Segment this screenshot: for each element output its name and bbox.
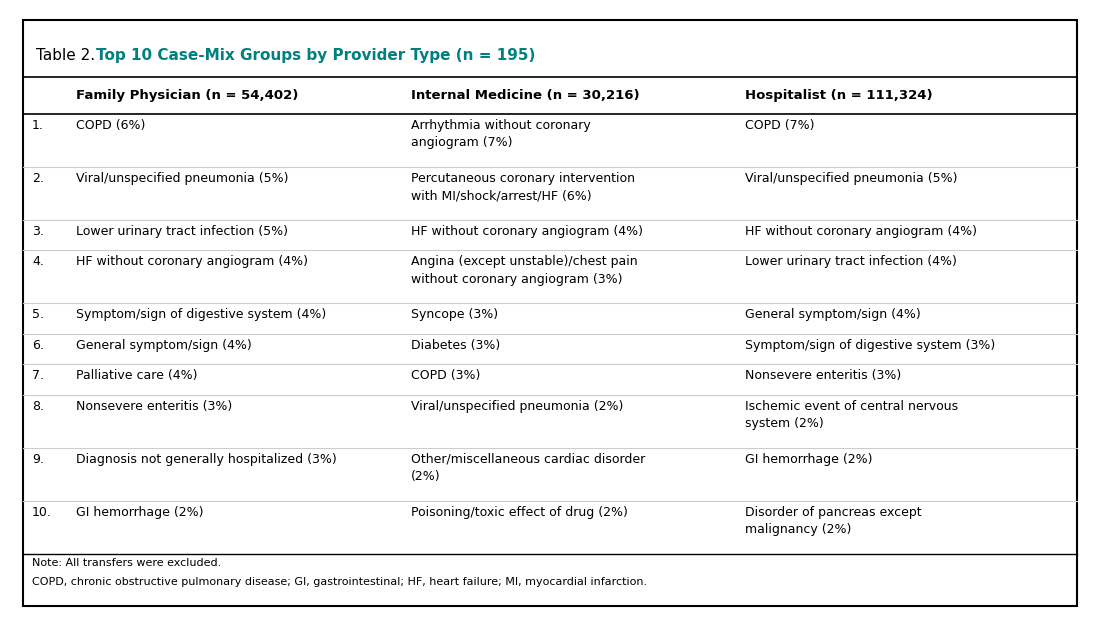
Text: Lower urinary tract infection (5%): Lower urinary tract infection (5%): [76, 224, 288, 237]
Text: Nonsevere enteritis (3%): Nonsevere enteritis (3%): [76, 400, 232, 413]
Text: Other/miscellaneous cardiac disorder
(2%): Other/miscellaneous cardiac disorder (2%…: [410, 453, 645, 483]
Text: Hospitalist (n = 111,324): Hospitalist (n = 111,324): [746, 89, 933, 102]
Text: 8.: 8.: [32, 400, 44, 413]
Text: 3.: 3.: [32, 224, 44, 237]
Text: Lower urinary tract infection (4%): Lower urinary tract infection (4%): [746, 255, 957, 268]
Text: 4.: 4.: [32, 255, 44, 268]
Text: GI hemorrhage (2%): GI hemorrhage (2%): [746, 453, 872, 466]
Text: Nonsevere enteritis (3%): Nonsevere enteritis (3%): [746, 369, 902, 382]
Text: Viral/unspecified pneumonia (2%): Viral/unspecified pneumonia (2%): [410, 400, 623, 413]
Text: COPD (7%): COPD (7%): [746, 118, 815, 131]
Text: GI hemorrhage (2%): GI hemorrhage (2%): [76, 506, 204, 519]
Text: Viral/unspecified pneumonia (5%): Viral/unspecified pneumonia (5%): [76, 172, 288, 185]
Text: Diabetes (3%): Diabetes (3%): [410, 339, 499, 352]
Text: HF without coronary angiogram (4%): HF without coronary angiogram (4%): [746, 224, 977, 237]
Text: 2.: 2.: [32, 172, 44, 185]
Text: Top 10 Case-Mix Groups by Provider Type (n = 195): Top 10 Case-Mix Groups by Provider Type …: [96, 48, 535, 63]
Text: Disorder of pancreas except
malignancy (2%): Disorder of pancreas except malignancy (…: [746, 506, 922, 536]
Text: Arrhythmia without coronary
angiogram (7%): Arrhythmia without coronary angiogram (7…: [410, 118, 591, 149]
Text: Palliative care (4%): Palliative care (4%): [76, 369, 198, 382]
Text: COPD, chronic obstructive pulmonary disease; GI, gastrointestinal; HF, heart fai: COPD, chronic obstructive pulmonary dise…: [32, 577, 647, 587]
Text: COPD (3%): COPD (3%): [410, 369, 480, 382]
Text: Table 2.: Table 2.: [36, 48, 100, 63]
Text: Family Physician (n = 54,402): Family Physician (n = 54,402): [76, 89, 298, 102]
Text: Diagnosis not generally hospitalized (3%): Diagnosis not generally hospitalized (3%…: [76, 453, 337, 466]
Text: Symptom/sign of digestive system (4%): Symptom/sign of digestive system (4%): [76, 308, 327, 321]
Text: 5.: 5.: [32, 308, 44, 321]
Text: 7.: 7.: [32, 369, 44, 382]
Text: Symptom/sign of digestive system (3%): Symptom/sign of digestive system (3%): [746, 339, 996, 352]
Text: Viral/unspecified pneumonia (5%): Viral/unspecified pneumonia (5%): [746, 172, 958, 185]
Text: HF without coronary angiogram (4%): HF without coronary angiogram (4%): [76, 255, 308, 268]
Text: General symptom/sign (4%): General symptom/sign (4%): [746, 308, 921, 321]
Text: 1.: 1.: [32, 118, 44, 131]
Text: HF without coronary angiogram (4%): HF without coronary angiogram (4%): [410, 224, 642, 237]
Text: Syncope (3%): Syncope (3%): [410, 308, 498, 321]
Text: Note: All transfers were excluded.: Note: All transfers were excluded.: [32, 558, 221, 568]
Text: COPD (6%): COPD (6%): [76, 118, 145, 131]
Text: 10.: 10.: [32, 506, 52, 519]
Text: 6.: 6.: [32, 339, 44, 352]
Text: 9.: 9.: [32, 453, 44, 466]
Text: Internal Medicine (n = 30,216): Internal Medicine (n = 30,216): [410, 89, 639, 102]
Text: Percutaneous coronary intervention
with MI/shock/arrest/HF (6%): Percutaneous coronary intervention with …: [410, 172, 635, 202]
Text: Angina (except unstable)/chest pain
without coronary angiogram (3%): Angina (except unstable)/chest pain with…: [410, 255, 637, 286]
Text: Ischemic event of central nervous
system (2%): Ischemic event of central nervous system…: [746, 400, 958, 430]
Text: Poisoning/toxic effect of drug (2%): Poisoning/toxic effect of drug (2%): [410, 506, 627, 519]
Text: General symptom/sign (4%): General symptom/sign (4%): [76, 339, 252, 352]
